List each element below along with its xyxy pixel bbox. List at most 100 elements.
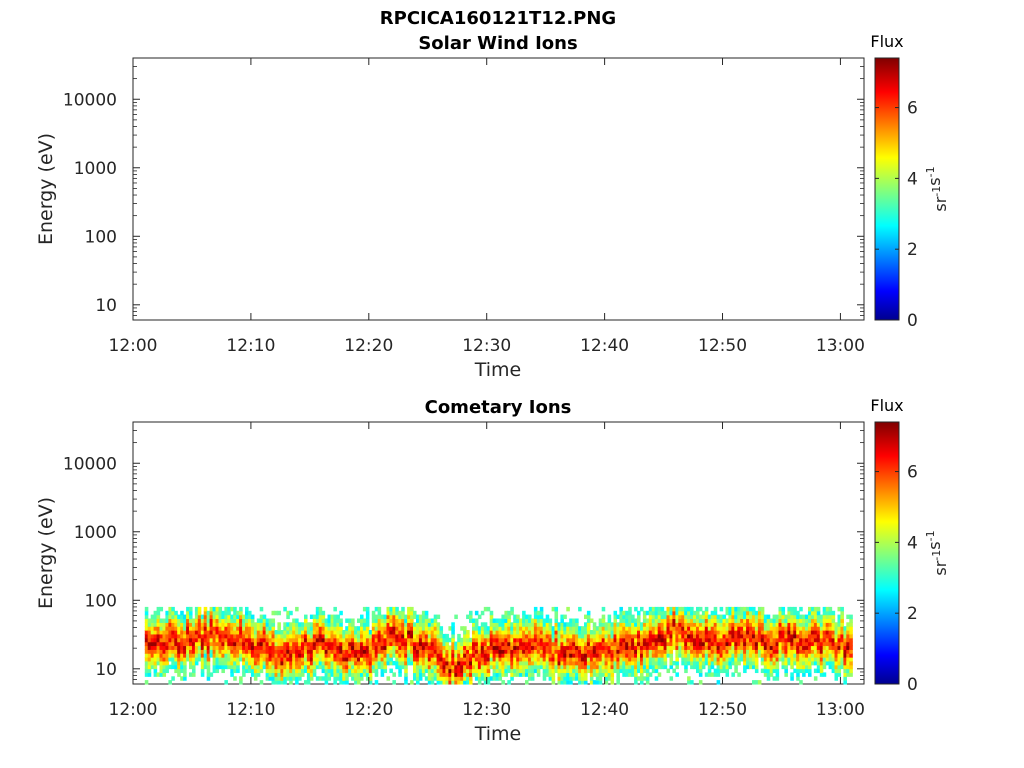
heatmap-cell [439, 630, 444, 635]
heatmap-cell [371, 660, 376, 666]
heatmap-cell [472, 645, 476, 650]
heatmap-cell [474, 657, 479, 662]
heatmap-cell [825, 637, 830, 643]
heatmap-cell [752, 645, 756, 650]
heatmap-cell [545, 653, 550, 658]
heatmap-cell [345, 668, 349, 674]
heatmap-cell [351, 649, 355, 654]
heatmap-cell [607, 649, 612, 654]
heatmap-cell [533, 641, 538, 647]
heatmap-cell [416, 653, 420, 658]
heatmap-cell [704, 660, 709, 666]
heatmap-cell [330, 637, 335, 643]
heatmap-cell [510, 606, 514, 612]
heatmap-cell [790, 641, 794, 647]
heatmap-cell [330, 641, 335, 647]
heatmap-cell [215, 633, 220, 639]
heatmap-cell [295, 653, 299, 658]
heatmap-cell [268, 664, 273, 670]
heatmap-cell [233, 626, 237, 631]
heatmap-cell [492, 664, 497, 670]
heatmap-cell [525, 641, 529, 647]
heatmap-cell [533, 668, 538, 674]
heatmap-cell [230, 637, 234, 643]
heatmap-cell [233, 630, 237, 635]
heatmap-cell [640, 680, 644, 685]
heatmap-cell [239, 618, 243, 623]
heatmap-cell [165, 637, 169, 643]
heatmap-cell [704, 614, 709, 620]
heatmap-cell [805, 668, 809, 674]
heatmap-cell [584, 657, 588, 662]
heatmap-cell [345, 664, 349, 670]
heatmap-cell [407, 657, 411, 662]
heatmap-cell [722, 657, 727, 662]
heatmap-cell [598, 637, 603, 643]
heatmap-cell [230, 626, 234, 631]
heatmap-cell [197, 630, 202, 635]
heatmap-cell [793, 641, 797, 647]
heatmap-cell [253, 626, 258, 631]
heatmap-cell [743, 637, 747, 643]
heatmap-cell [516, 645, 520, 650]
heatmap-cell [221, 633, 225, 639]
heatmap-cell [248, 626, 252, 631]
heatmap-cell [525, 618, 529, 623]
heatmap-cell [510, 668, 514, 674]
heatmap-cell [398, 637, 402, 643]
heatmap-cell [610, 657, 615, 662]
heatmap-cell [837, 645, 842, 650]
heatmap-cell [613, 660, 618, 666]
heatmap-cell [772, 618, 777, 623]
heatmap-cell [693, 618, 697, 623]
heatmap-cell [737, 641, 741, 647]
heatmap-cell [321, 649, 326, 654]
heatmap-cell [569, 668, 573, 674]
heatmap-cell [230, 606, 234, 612]
heatmap-cell [554, 606, 559, 612]
heatmap-cell [528, 668, 532, 674]
heatmap-cell [486, 649, 491, 654]
heatmap-cell [309, 645, 314, 650]
heatmap-cell [539, 657, 544, 662]
heatmap-cell [698, 641, 703, 647]
heatmap-cell [168, 626, 172, 631]
heatmap-cell [545, 626, 550, 631]
heatmap-cell [790, 606, 794, 612]
heatmap-cell [230, 614, 234, 620]
heatmap-cell [250, 633, 255, 639]
heatmap-cell [330, 614, 335, 620]
heatmap-cell [218, 610, 223, 616]
heatmap-cell [436, 622, 441, 627]
heatmap-cell [189, 637, 193, 643]
heatmap-cell [256, 660, 261, 666]
heatmap-cell [233, 622, 237, 627]
heatmap-cell [775, 641, 780, 647]
heatmap-cell [637, 614, 641, 620]
heatmap-cell [536, 645, 541, 650]
heatmap-cell [309, 630, 314, 635]
heatmap-cell [645, 622, 650, 627]
heatmap-cell [395, 637, 399, 643]
heatmap-cell [542, 618, 547, 623]
heatmap-cell [581, 626, 585, 631]
heatmap-cell [463, 680, 467, 685]
heatmap-cell [598, 676, 603, 681]
heatmap-cell [180, 630, 184, 635]
heatmap-cell [607, 641, 612, 647]
heatmap-cell [153, 668, 158, 674]
heatmap-cell [174, 649, 178, 654]
x-tick-label: 12:30 [462, 700, 511, 720]
heatmap-cell [360, 660, 364, 666]
heatmap-cell [805, 657, 809, 662]
heatmap-cell [681, 641, 685, 647]
heatmap-cell [837, 660, 842, 666]
heatmap-cell [407, 637, 411, 643]
heatmap-cell [793, 657, 797, 662]
heatmap-cell [613, 664, 618, 670]
heatmap-cell [672, 641, 676, 647]
heatmap-cell [557, 672, 562, 677]
heatmap-cell [749, 649, 753, 654]
x-tick-label: 12:10 [226, 336, 275, 356]
heatmap-cell [280, 645, 284, 650]
